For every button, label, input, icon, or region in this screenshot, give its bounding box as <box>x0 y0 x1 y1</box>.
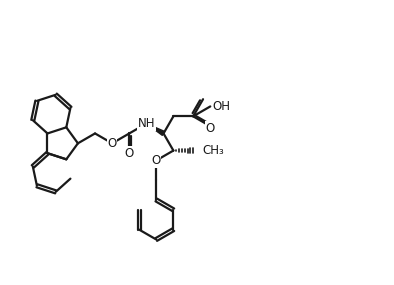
Text: NH: NH <box>138 117 155 130</box>
Text: O: O <box>152 154 161 167</box>
Text: OH: OH <box>212 100 230 113</box>
Polygon shape <box>147 124 165 135</box>
Text: CH₃: CH₃ <box>202 144 224 157</box>
Text: O: O <box>125 147 134 160</box>
Text: O: O <box>206 122 215 135</box>
Text: O: O <box>108 137 117 150</box>
